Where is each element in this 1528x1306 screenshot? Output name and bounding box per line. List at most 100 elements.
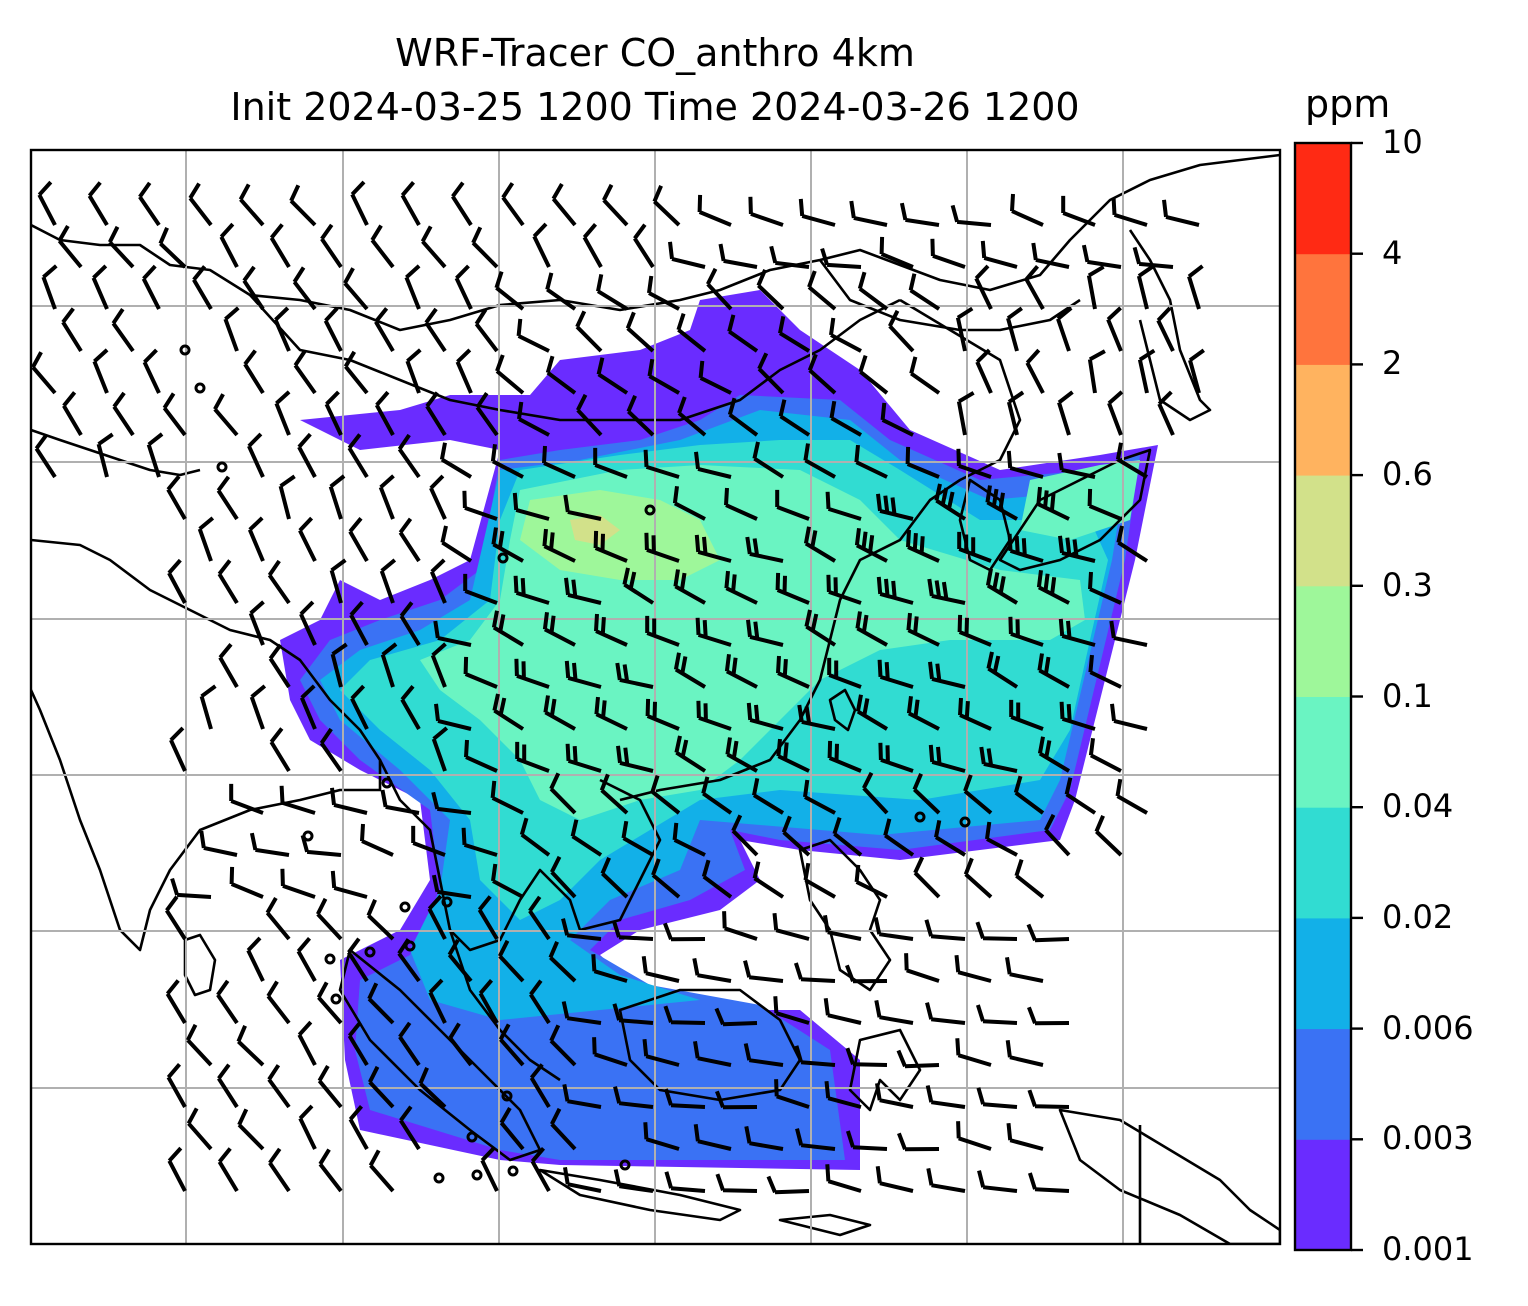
wind-barb <box>775 489 810 521</box>
wind-barb <box>986 651 1019 689</box>
wind-barb <box>977 1170 1018 1193</box>
wind-barb <box>651 858 681 899</box>
wind-barb <box>778 399 811 437</box>
wind-barb <box>570 819 603 857</box>
calm-circle <box>399 901 411 913</box>
wind-barb <box>330 870 368 899</box>
wind-barb <box>141 264 161 310</box>
wind-barb <box>219 222 239 268</box>
wind-barb <box>297 432 317 478</box>
wind-barb <box>644 532 680 563</box>
wind-barb <box>516 318 550 353</box>
wind-barb <box>616 745 654 773</box>
wind-barb <box>216 979 239 1025</box>
wind-barb <box>1116 525 1149 563</box>
wind-barb <box>642 1039 680 1067</box>
tracer-concentration-field <box>280 290 1158 1170</box>
wind-barb <box>186 1023 213 1067</box>
wind-barb <box>278 474 296 520</box>
wind-barb <box>550 1107 577 1151</box>
wind-barb <box>855 611 888 647</box>
wind-barb <box>378 474 395 520</box>
wind-barb <box>92 348 109 394</box>
wind-barb <box>668 241 706 269</box>
wind-barb <box>715 1173 758 1193</box>
wind-barb <box>724 487 758 521</box>
wind-barb <box>1059 701 1096 731</box>
wind-barb <box>1057 390 1074 436</box>
wind-barb <box>433 620 472 647</box>
wind-barb <box>247 432 265 478</box>
coast-borneo <box>618 988 802 1102</box>
wind-barb <box>543 695 576 731</box>
wind-barb <box>216 475 239 521</box>
wind-barb <box>478 979 499 1024</box>
wind-barb <box>807 270 837 311</box>
wind-barb <box>621 820 654 857</box>
wind-barb <box>1027 1089 1070 1109</box>
wind-barb <box>223 306 240 352</box>
wind-barb <box>425 391 447 437</box>
wind-barb <box>380 789 420 815</box>
wind-barb <box>744 1126 784 1151</box>
wind-barb <box>319 727 343 773</box>
wind-barb <box>111 307 135 353</box>
wind-barb <box>248 600 265 646</box>
calm-circle <box>466 1131 478 1143</box>
wind-barb <box>743 1043 784 1067</box>
wind-barb <box>138 181 161 227</box>
wind-barb <box>549 772 577 815</box>
wind-barb <box>1031 242 1070 269</box>
wind-barb <box>370 224 395 269</box>
wind-barb <box>431 726 449 772</box>
wind-barb <box>593 447 628 479</box>
wind-barb <box>461 827 498 857</box>
wind-barb <box>857 271 889 311</box>
wind-barb <box>343 350 369 395</box>
wind-barb <box>217 1147 239 1193</box>
wind-barb <box>766 1175 810 1195</box>
coast-philippines <box>798 838 892 992</box>
colorbar-swatch <box>1295 475 1351 587</box>
wind-barb <box>727 397 759 437</box>
wind-barb <box>1081 244 1122 269</box>
calm-circle <box>507 1165 519 1177</box>
coast-sulawesi <box>848 1028 922 1112</box>
wind-barb <box>542 612 576 647</box>
wind-barb <box>1056 306 1073 352</box>
colorbar-tick-label: 0.3 <box>1382 565 1433 604</box>
colorbar-tick-label: 0.003 <box>1382 1119 1474 1158</box>
wind-barb <box>463 656 498 689</box>
wind-barb <box>676 312 707 353</box>
wind-barb <box>1025 348 1045 394</box>
wind-barb <box>650 774 681 815</box>
calm-circle <box>324 953 336 965</box>
wind-barb <box>499 1107 525 1151</box>
wind-barb <box>1132 246 1174 269</box>
wind-barb <box>267 559 291 605</box>
wind-barb <box>976 1087 1018 1109</box>
wind-barb <box>643 449 680 479</box>
wind-barb <box>599 773 629 815</box>
wind-barb <box>1058 618 1096 647</box>
wind-barb <box>247 516 265 562</box>
wind-barb <box>495 354 525 395</box>
coast-sumatra <box>338 948 542 1162</box>
wind-barb <box>379 558 397 604</box>
wind-barb <box>170 878 212 899</box>
colorbar-swatch <box>1295 143 1351 255</box>
wind-barb <box>330 642 348 688</box>
wind-barb <box>591 954 628 983</box>
wind-barb <box>827 657 862 689</box>
wind-barb <box>696 700 732 731</box>
wind-barb <box>575 310 603 353</box>
wind-barb <box>913 856 941 899</box>
wind-barb <box>963 857 993 899</box>
wind-barb <box>367 982 395 1025</box>
wind-barb <box>448 1022 473 1067</box>
wind-barb <box>347 937 369 983</box>
wind-barb <box>268 1147 291 1193</box>
wind-barb <box>428 978 447 1024</box>
wind-barb <box>192 265 213 311</box>
